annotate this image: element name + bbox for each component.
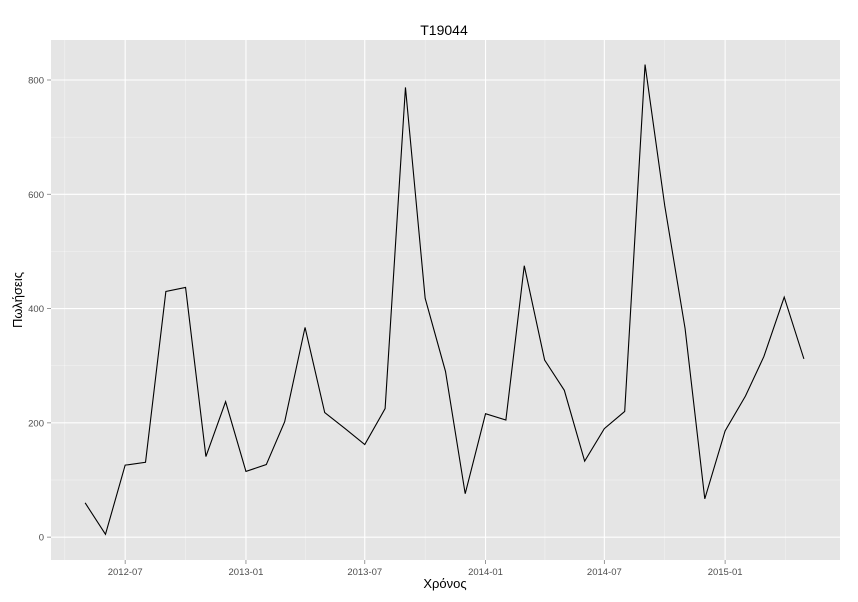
y-axis: 0 200 400 600 800 — [28, 76, 51, 544]
y-tick-label: 400 — [28, 304, 44, 315]
x-tick-label: 2014-07 — [587, 567, 622, 578]
x-tick-label: 2012-07 — [108, 567, 143, 578]
y-tick-label: 200 — [28, 418, 44, 429]
y-tick-label: 600 — [28, 190, 44, 201]
y-tick-label: 800 — [28, 76, 44, 87]
x-tick-label: 2013-07 — [347, 567, 382, 578]
plot-panel — [51, 40, 840, 560]
y-axis-label: Πωλήσεις — [10, 272, 25, 328]
series-line — [84, 64, 805, 536]
chart-title: T19044 — [420, 22, 468, 38]
y-tick-label: 0 — [39, 533, 44, 544]
x-axis: 2012-07 2013-01 2013-07 2014-01 2014-07 2015-… — [108, 560, 743, 578]
major-grid — [51, 40, 840, 560]
x-tick-label: 2013-01 — [229, 567, 264, 578]
x-tick-label: 2014-01 — [468, 567, 503, 578]
x-axis-label: Χρόνος — [423, 576, 466, 591]
x-tick-label: 2015-01 — [708, 567, 743, 578]
minor-grid — [51, 40, 840, 560]
